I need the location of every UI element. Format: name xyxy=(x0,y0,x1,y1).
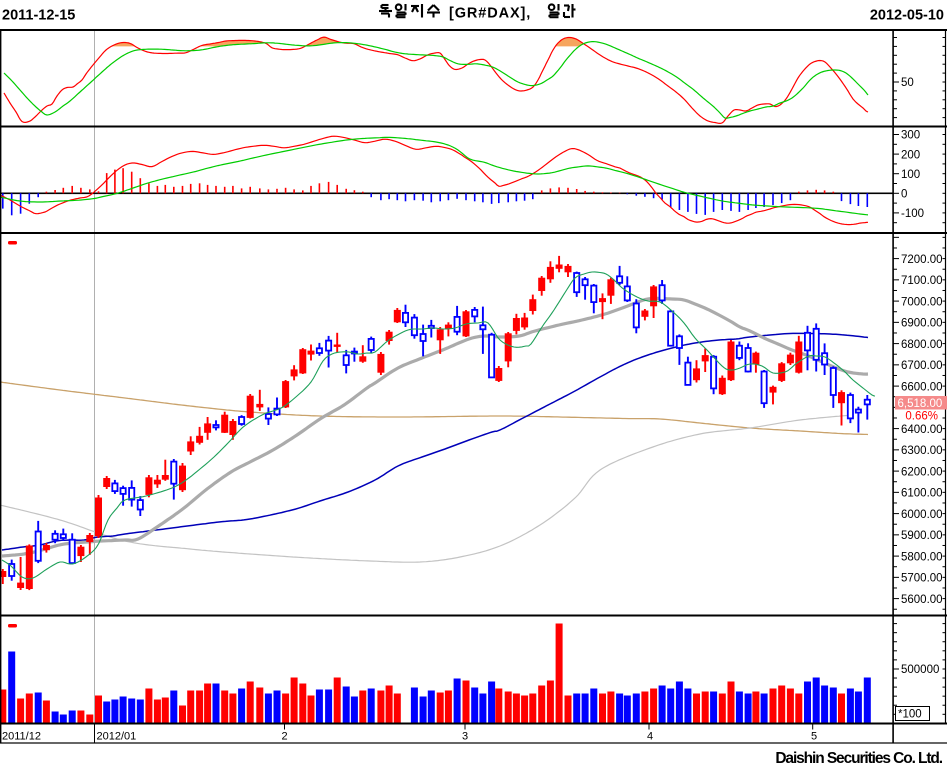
svg-text:Daishin Securities Co. Ltd.: Daishin Securities Co. Ltd. xyxy=(775,750,942,767)
svg-text:6000.00: 6000.00 xyxy=(901,509,943,521)
svg-text:2012-05-10: 2012-05-10 xyxy=(870,8,944,24)
svg-text:5700.00: 5700.00 xyxy=(901,573,943,585)
svg-text:6700.00: 6700.00 xyxy=(901,360,943,372)
svg-text:3: 3 xyxy=(462,731,468,743)
svg-text:6900.00: 6900.00 xyxy=(901,318,943,330)
svg-text:6400.00: 6400.00 xyxy=(901,424,943,436)
svg-text:2: 2 xyxy=(281,731,287,743)
svg-text:6600.00: 6600.00 xyxy=(901,381,943,393)
svg-text:6300.00: 6300.00 xyxy=(901,445,943,457)
svg-text:[GR#DAX],: [GR#DAX], xyxy=(449,6,531,22)
svg-text:-100: -100 xyxy=(901,208,924,220)
svg-text:500000: 500000 xyxy=(901,664,939,676)
svg-text:7000.00: 7000.00 xyxy=(901,296,943,308)
svg-text:2011/12: 2011/12 xyxy=(2,731,41,743)
svg-text:300: 300 xyxy=(901,130,920,142)
svg-text:100: 100 xyxy=(901,169,920,181)
svg-text:7200.00: 7200.00 xyxy=(901,254,943,266)
svg-text:6100.00: 6100.00 xyxy=(901,488,943,500)
svg-text:5: 5 xyxy=(811,731,817,743)
svg-text:6,518.00: 6,518.00 xyxy=(898,398,943,410)
svg-text:5600.00: 5600.00 xyxy=(901,594,943,606)
svg-text:*100: *100 xyxy=(898,709,922,721)
svg-text:6800.00: 6800.00 xyxy=(901,339,943,351)
svg-text:4: 4 xyxy=(647,731,653,743)
svg-text:6200.00: 6200.00 xyxy=(901,466,943,478)
svg-text:5800.00: 5800.00 xyxy=(901,551,943,563)
svg-text:7100.00: 7100.00 xyxy=(901,275,943,287)
svg-text:2012/01: 2012/01 xyxy=(97,731,137,743)
svg-text:50: 50 xyxy=(901,77,914,89)
svg-text:2011-12-15: 2011-12-15 xyxy=(2,8,75,24)
svg-text:0.66%: 0.66% xyxy=(905,411,938,423)
svg-text:200: 200 xyxy=(901,149,920,161)
svg-text:5900.00: 5900.00 xyxy=(901,530,943,542)
svg-text:0: 0 xyxy=(901,189,907,201)
